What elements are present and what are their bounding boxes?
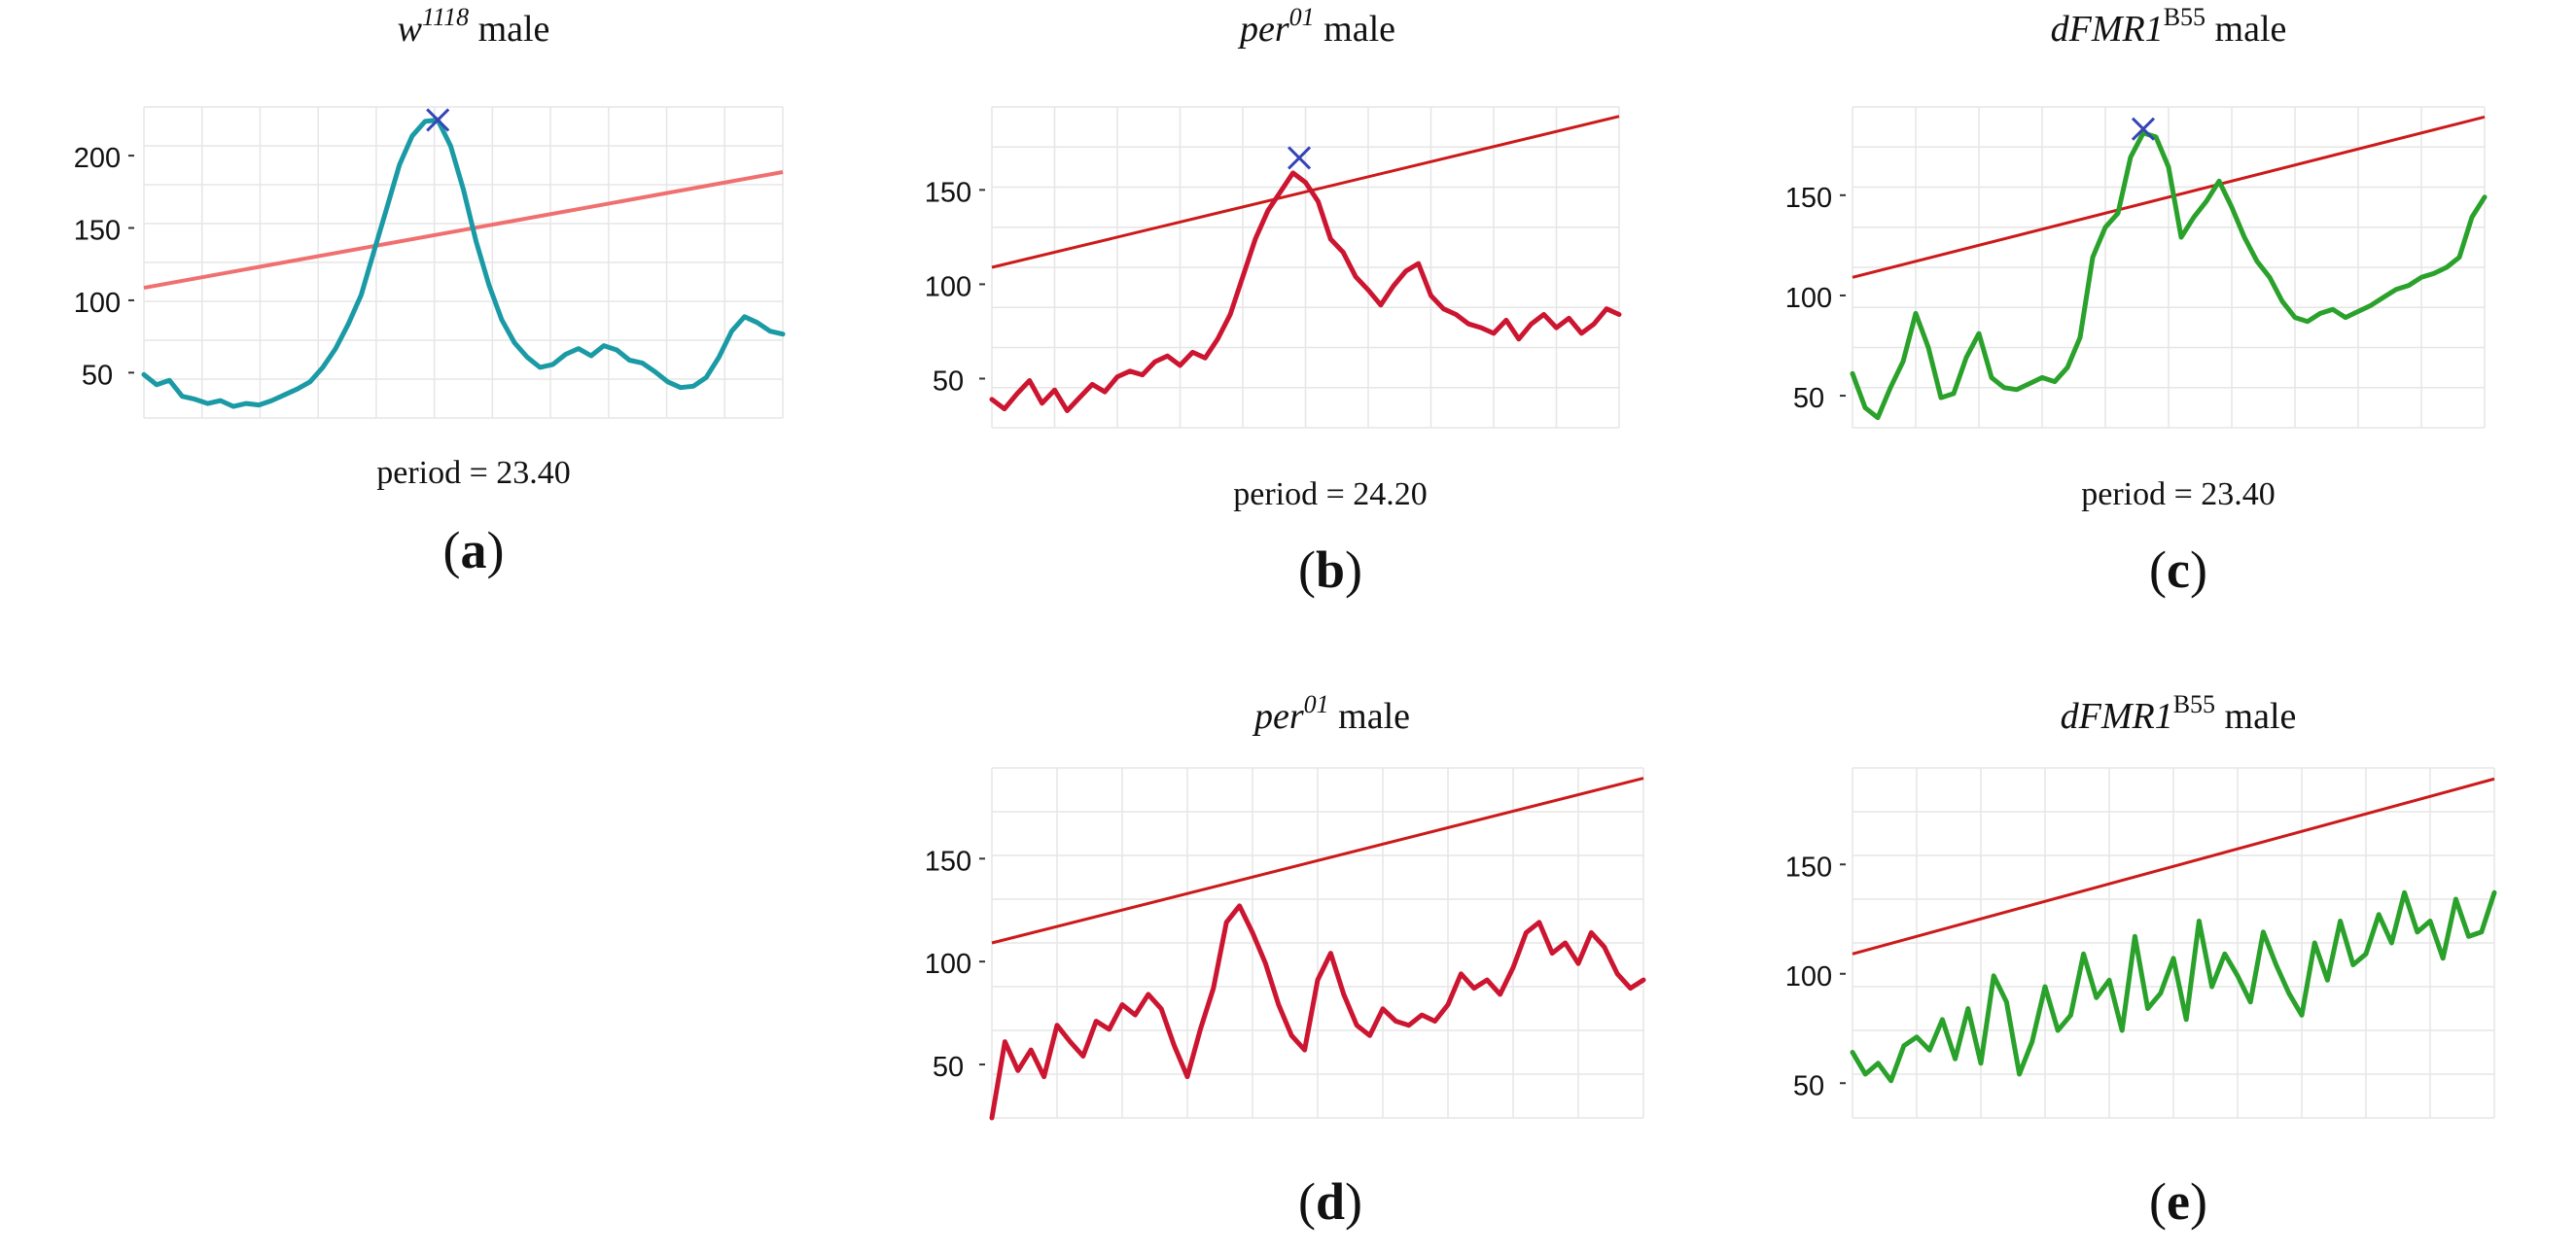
panel-letter-c: (c) <box>2149 540 2207 599</box>
y-tick-label: 50 <box>1793 383 1824 414</box>
y-tick-label: 150 <box>925 177 971 208</box>
title-gene-b: per <box>1239 9 1289 50</box>
peak-marker <box>1287 146 1312 170</box>
title-gene-d: per <box>1253 696 1304 737</box>
threshold-line <box>1852 777 2495 956</box>
y-tick-label: 100 <box>1785 283 1832 314</box>
panel-letter-b-text: b <box>1315 540 1346 599</box>
peak-marker-stroke <box>426 108 450 132</box>
y-tick-label: 200 <box>74 143 121 174</box>
title-suffix-b: male <box>1314 9 1396 50</box>
period-c: period = 23.40 <box>2081 476 2276 512</box>
title-suffix-d: male <box>1328 696 1411 737</box>
y-tick-label: 150 <box>925 846 971 877</box>
title-gene-a: w <box>397 9 422 50</box>
peak-marker-stroke <box>2131 117 2156 141</box>
chart-a: 50 100 150 200 <box>74 106 786 419</box>
y-tick-label: 100 <box>1785 961 1832 993</box>
y-tick-label: 100 <box>925 949 971 980</box>
title-sup-b: 01 <box>1288 3 1315 32</box>
chart-e: 50 100 150 <box>1785 767 2497 1119</box>
period-a: period = 23.40 <box>376 455 571 491</box>
period-b: period = 24.20 <box>1233 476 1428 512</box>
title-sup-d: 01 <box>1303 690 1329 719</box>
chart-title-a: w1118 male <box>397 5 550 51</box>
y-tick-label: 100 <box>74 288 121 319</box>
panel-letter-c-text: c <box>2167 540 2190 599</box>
y-tick-label: 150 <box>74 216 121 247</box>
series-line <box>1850 889 2497 1084</box>
threshold-line <box>1852 115 2486 279</box>
grid-c <box>1852 106 2486 429</box>
y-tick-label: 150 <box>1785 183 1832 214</box>
y-tick-label: 50 <box>82 360 113 391</box>
y-tick-label: 100 <box>925 271 971 302</box>
y-tick-label: 50 <box>1793 1070 1824 1101</box>
title-gene-e: dFMR1 <box>2060 696 2173 737</box>
series-line <box>989 170 1622 413</box>
threshold-line <box>991 115 1620 269</box>
panel-letter-a: (a) <box>442 521 505 579</box>
grid-a <box>143 106 784 419</box>
panel-letter-e: (e) <box>2149 1172 2207 1231</box>
chart-c: 50 100 150 <box>1785 106 2488 429</box>
y-tick-label: 50 <box>933 366 964 397</box>
chart-d: 50 100 150 <box>925 767 1646 1121</box>
panel-letter-d-text: d <box>1315 1172 1346 1231</box>
y-tick-label: 50 <box>933 1052 964 1083</box>
chart-title-b: per01 male <box>1239 5 1396 51</box>
panel-letter-d: (d) <box>1297 1172 1363 1231</box>
chart-title-e: dFMR1B55 male <box>2060 692 2297 738</box>
threshold-line <box>991 777 1644 945</box>
panel-letter-e-text: e <box>2167 1172 2190 1231</box>
peak-marker <box>426 108 450 132</box>
chart-title-d: per01 male <box>1253 692 1411 738</box>
threshold-line <box>143 170 784 291</box>
chart-title-c: dFMR1B55 male <box>2050 5 2287 51</box>
series-line <box>141 117 786 409</box>
chart-b: 50 100 150 <box>925 106 1622 429</box>
panel-letter-a-text: a <box>460 521 487 579</box>
grid-b <box>991 106 1620 429</box>
title-sup-a: 1118 <box>421 3 470 32</box>
y-tick-label: 150 <box>1785 852 1832 883</box>
panel-letter-b: (b) <box>1297 540 1363 599</box>
peak-marker-stroke <box>1287 146 1312 170</box>
title-suffix-c: male <box>2205 9 2287 50</box>
peak-marker <box>2131 117 2156 141</box>
series-line <box>1850 130 2488 421</box>
series-line <box>989 903 1646 1121</box>
title-sup-c: B55 <box>2163 3 2206 32</box>
title-suffix-a: male <box>469 9 550 50</box>
title-sup-e: B55 <box>2172 690 2216 719</box>
title-gene-c: dFMR1 <box>2050 9 2164 50</box>
title-suffix-e: male <box>2215 696 2297 737</box>
grid-e <box>1852 767 2495 1119</box>
